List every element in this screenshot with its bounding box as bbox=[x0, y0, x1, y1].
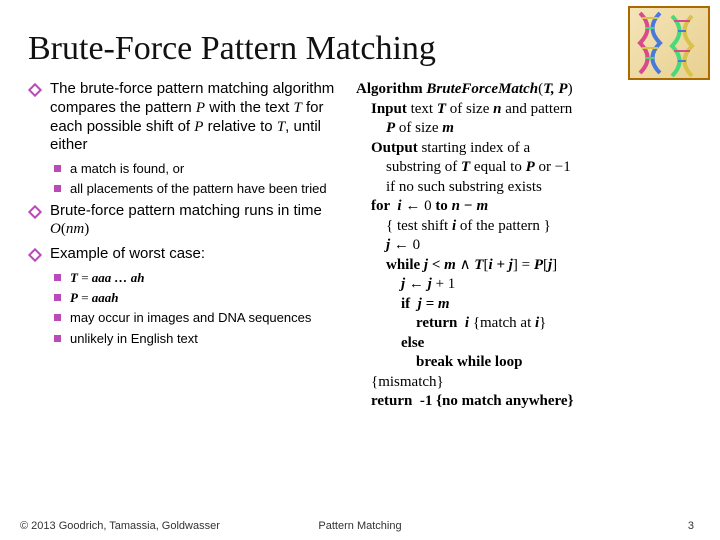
text: relative to bbox=[203, 118, 276, 135]
algo-line: if j = m bbox=[356, 295, 686, 315]
val: aaa … ah bbox=[92, 270, 145, 285]
kw: for bbox=[356, 198, 397, 214]
footer-title: Pattern Matching bbox=[318, 520, 401, 532]
kw: Output bbox=[356, 140, 421, 156]
t: of size bbox=[395, 120, 442, 136]
t: or −1 bbox=[535, 159, 571, 175]
copyright: © 2013 Goodrich, Tamassia, Goldwasser bbox=[20, 520, 220, 532]
algo-line: j ← 0 bbox=[356, 236, 686, 256]
var-T: T bbox=[70, 270, 78, 285]
t: ← bbox=[405, 276, 428, 292]
kw: Algorithm bbox=[356, 81, 426, 97]
kw: while bbox=[356, 257, 424, 273]
var-nm: nm bbox=[66, 221, 84, 237]
b: ] = bbox=[513, 257, 534, 273]
t: starting index of a bbox=[421, 140, 530, 156]
sub-bullet: T = aaa … ah bbox=[50, 270, 348, 286]
content-columns: The brute-force pattern matching algorit… bbox=[28, 80, 692, 412]
op: ∧ bbox=[456, 257, 474, 273]
t: of size bbox=[446, 101, 493, 117]
sp bbox=[356, 237, 386, 253]
eq: = bbox=[78, 270, 92, 285]
p: ) bbox=[568, 81, 573, 97]
algo-line: break while loop bbox=[356, 353, 686, 373]
algo-line: Output starting index of a bbox=[356, 139, 686, 159]
algo-line: return -1 {no match anywhere} bbox=[356, 392, 686, 412]
sub-bullet: all placements of the pattern have been … bbox=[50, 181, 348, 197]
paren: ) bbox=[84, 221, 89, 237]
algo-line: if no such substring exists bbox=[356, 178, 686, 198]
t: and pattern bbox=[501, 101, 572, 117]
algo-line: {mismatch} bbox=[356, 373, 686, 393]
var-T: T bbox=[293, 100, 301, 116]
algo-line: Algorithm BruteForceMatch(T, P) bbox=[356, 80, 686, 100]
algo-line: { test shift i of the pattern } bbox=[356, 217, 686, 237]
sub-bullet: unlikely in English text bbox=[50, 331, 348, 347]
sp bbox=[356, 120, 386, 136]
t: of the pattern } bbox=[456, 218, 551, 234]
t: break while loop bbox=[356, 354, 522, 370]
t: ← 0 bbox=[402, 198, 436, 214]
sub-bullet: may occur in images and DNA sequences bbox=[50, 310, 348, 326]
big-o: O bbox=[50, 221, 61, 237]
v: P bbox=[526, 159, 535, 175]
algo-line: P of size m bbox=[356, 119, 686, 139]
v: T bbox=[461, 159, 470, 175]
algo-line: return i {match at i} bbox=[356, 314, 686, 334]
v: j = m bbox=[418, 296, 450, 312]
text: Brute-force pattern matching runs in tim… bbox=[50, 202, 322, 219]
t: } bbox=[539, 315, 546, 331]
eq: = bbox=[78, 290, 92, 305]
v: T bbox=[437, 101, 446, 117]
b: ] bbox=[552, 257, 557, 273]
dna-illustration bbox=[628, 6, 710, 80]
algo-line: else bbox=[356, 334, 686, 354]
var-T: T bbox=[277, 119, 285, 135]
algo-name: BruteForceMatch bbox=[426, 81, 538, 97]
args: T, P bbox=[543, 81, 567, 97]
t: substring of bbox=[356, 159, 461, 175]
right-column-algorithm: Algorithm BruteForceMatch(T, P) Input te… bbox=[356, 80, 686, 412]
bullet-intro: The brute-force pattern matching algorit… bbox=[28, 80, 348, 155]
v: m bbox=[442, 120, 454, 136]
sp bbox=[356, 276, 401, 292]
t: {match at bbox=[469, 315, 535, 331]
kw: to bbox=[435, 198, 451, 214]
kw: return -1 {no match anywhere} bbox=[356, 393, 574, 409]
v: j < m bbox=[424, 257, 456, 273]
t: ← 0 bbox=[390, 237, 420, 253]
sub-bullet: P = aaah bbox=[50, 290, 348, 306]
val: aaah bbox=[92, 290, 119, 305]
footer: © 2013 Goodrich, Tamassia, Goldwasser Pa… bbox=[20, 520, 700, 532]
sub-bullet: a match is found, or bbox=[50, 161, 348, 177]
v: i + j bbox=[488, 257, 512, 273]
t: equal to bbox=[470, 159, 525, 175]
var-P: P bbox=[196, 100, 205, 116]
var-P: P bbox=[70, 290, 78, 305]
page-number: 3 bbox=[688, 520, 694, 532]
t: { test shift bbox=[356, 218, 452, 234]
v: n − m bbox=[452, 198, 489, 214]
algo-line: for i ← 0 to n − m bbox=[356, 197, 686, 217]
algo-line: while j < m ∧ T[i + j] = P[j] bbox=[356, 256, 686, 276]
kw: if bbox=[356, 296, 418, 312]
left-column: The brute-force pattern matching algorit… bbox=[28, 80, 348, 412]
slide: Brute-Force Pattern Matching The brute-f… bbox=[0, 0, 720, 540]
t: + 1 bbox=[432, 276, 455, 292]
algo-line: substring of T equal to P or −1 bbox=[356, 158, 686, 178]
v: P bbox=[386, 120, 395, 136]
slide-title: Brute-Force Pattern Matching bbox=[28, 30, 692, 68]
text: with the text bbox=[205, 99, 293, 116]
algo-line: Input text T of size n and pattern bbox=[356, 100, 686, 120]
algo-line: j ← j + 1 bbox=[356, 275, 686, 295]
kw: return bbox=[356, 315, 465, 331]
kw: Input bbox=[356, 101, 411, 117]
bullet-example: Example of worst case: bbox=[28, 245, 348, 264]
v: P bbox=[534, 257, 543, 273]
t: text bbox=[411, 101, 437, 117]
bullet-complexity: Brute-force pattern matching runs in tim… bbox=[28, 202, 348, 240]
